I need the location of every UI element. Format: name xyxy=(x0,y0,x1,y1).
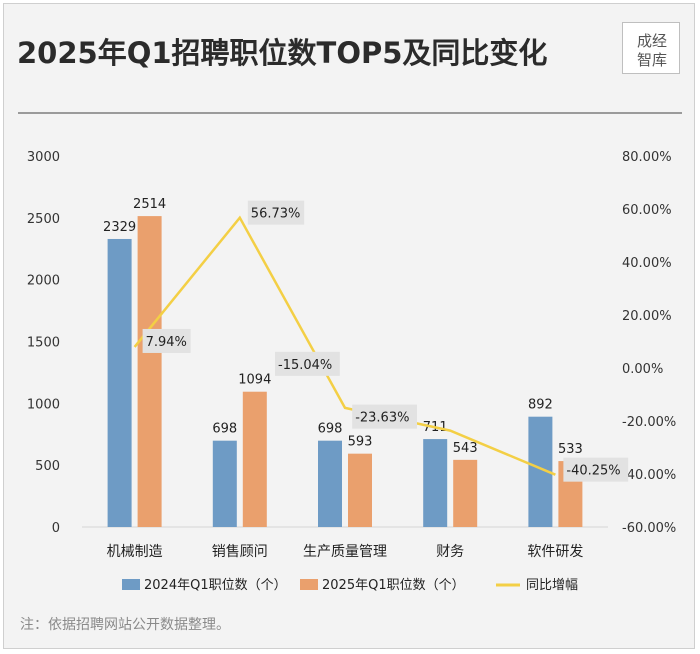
y-left-tick-label: 0 xyxy=(52,521,60,536)
yoy-value-label: 7.94% xyxy=(146,335,187,350)
x-category-label: 生产质量管理 xyxy=(303,544,387,560)
yoy-value-label: -23.63% xyxy=(355,411,409,426)
chart-title: 2025年Q1招聘职位数TOP5及同比变化 xyxy=(17,36,548,70)
bar-2025-value-label: 2514 xyxy=(133,197,166,212)
y-left-tick-label: 2000 xyxy=(27,274,60,289)
yoy-label-box xyxy=(142,328,191,353)
bar-2024-value-label: 698 xyxy=(318,422,343,437)
yoy-label-box xyxy=(247,200,305,225)
bar-2025 xyxy=(348,453,372,527)
legend-swatch-2024 xyxy=(122,579,140,590)
y-right-tick-label: 0.00% xyxy=(622,362,663,377)
y-right-tick-label: 20.00% xyxy=(622,309,672,324)
x-category-label: 销售顾问 xyxy=(212,544,268,560)
bar-2024-value-label: 2329 xyxy=(103,220,136,235)
x-category-label: 软件研发 xyxy=(527,544,583,560)
bar-2025 xyxy=(242,391,267,527)
legend-swatch-2025 xyxy=(300,579,318,590)
y-right-tick-label: -20.00% xyxy=(622,415,676,430)
x-category-label: 机械制造 xyxy=(107,544,163,560)
bar-2024 xyxy=(318,440,342,527)
y-right-tick-label: 40.00% xyxy=(622,256,672,271)
logo-text-line-2: 智库 xyxy=(637,51,667,69)
y-left-tick-label: 3000 xyxy=(27,150,60,165)
legend-label-2024: 2024年Q1职位数（个） xyxy=(144,578,287,593)
yoy-value-label: -15.04% xyxy=(278,358,332,373)
y-left-tick-label: 1500 xyxy=(27,336,60,351)
yoy-label-box xyxy=(352,404,417,429)
y-right-tick-label: 60.00% xyxy=(622,203,672,218)
source-note: 注：依据招聘网站公开数据整理。 xyxy=(20,617,230,633)
bar-2025 xyxy=(453,459,478,527)
bar-2025-value-label: 1094 xyxy=(238,373,271,388)
bar-2024 xyxy=(107,238,132,527)
yoy-label-box xyxy=(275,351,340,376)
bar-2024-value-label: 698 xyxy=(212,422,237,437)
bar-2025-value-label: 593 xyxy=(348,435,373,450)
y-left-tick-label: 500 xyxy=(35,459,60,474)
y-right-tick-label: 80.00% xyxy=(622,150,672,165)
y-right-tick-label: -40.00% xyxy=(622,468,676,483)
bar-2024-value-label: 892 xyxy=(528,398,553,413)
yoy-value-label: -40.25% xyxy=(566,464,620,479)
yoy-label-box xyxy=(563,457,629,482)
y-right-tick-label: -60.00% xyxy=(622,521,676,536)
bar-2025-value-label: 543 xyxy=(453,441,478,456)
y-left-tick-label: 2500 xyxy=(27,212,60,227)
legend-label-2025: 2025年Q1职位数（个） xyxy=(322,578,465,593)
legend-label-yoy: 同比增幅 xyxy=(526,578,578,593)
title-divider xyxy=(18,112,682,114)
yoy-line xyxy=(133,215,556,476)
y-left-tick-label: 1000 xyxy=(27,397,60,412)
bar-2024 xyxy=(212,440,237,527)
publisher-logo: 成经 智库 xyxy=(622,22,680,74)
yoy-value-label: 56.73% xyxy=(251,207,301,222)
bar-2024 xyxy=(423,439,448,527)
x-category-label: 财务 xyxy=(436,544,464,560)
logo-text-line-1: 成经 xyxy=(637,32,667,50)
bar-2025 xyxy=(137,216,162,528)
bar-2025-value-label: 533 xyxy=(558,442,583,457)
